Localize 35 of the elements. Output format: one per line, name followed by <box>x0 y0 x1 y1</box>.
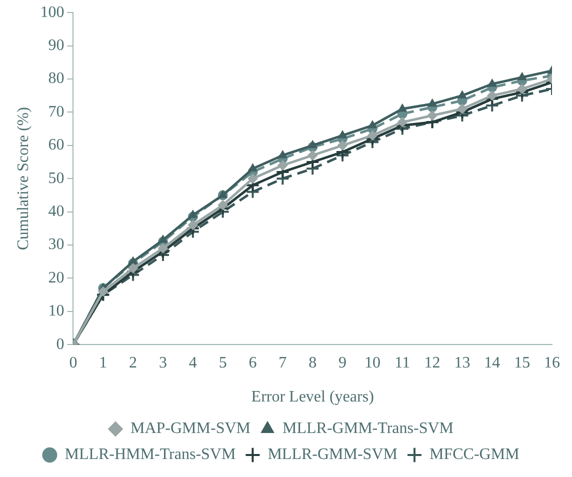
y-tick-label: 100 <box>40 4 64 21</box>
y-tick-label: 20 <box>48 269 64 286</box>
y-tick-label: 70 <box>48 103 64 120</box>
x-tick-label: 0 <box>69 354 78 372</box>
x-tick-label: 1 <box>99 354 108 372</box>
x-tick-label: 10 <box>364 354 380 372</box>
legend-label: MFCC-GMM <box>429 446 520 464</box>
x-tick-label: 2 <box>129 354 138 372</box>
x-tick-label: 14 <box>484 354 500 372</box>
y-tick-label: 30 <box>48 236 64 254</box>
legend-label: MAP-GMM-SVM <box>130 420 251 438</box>
x-tick-label: 9 <box>338 354 347 372</box>
x-tick-label: 7 <box>278 354 287 372</box>
legend-label: MLLR-GMM-SVM <box>268 446 398 464</box>
y-tick-label: 40 <box>48 203 64 220</box>
y-tick-label: 10 <box>48 302 64 320</box>
x-tick-label: 3 <box>158 354 167 372</box>
x-tick-label: 15 <box>514 354 530 372</box>
y-tick-label: 90 <box>48 37 64 54</box>
x-axis-title: Error Level (years) <box>251 388 374 406</box>
y-tick-label: 50 <box>48 170 64 187</box>
x-tick-label: 13 <box>454 354 470 372</box>
y-tick-label: 60 <box>48 136 64 154</box>
x-tick-label: 8 <box>308 354 317 372</box>
y-tick-label: 80 <box>48 70 64 88</box>
x-tick-label: 4 <box>188 354 197 372</box>
x-tick-label: 5 <box>218 354 227 372</box>
legend-label: MLLR-GMM-Trans-SVM <box>282 420 454 438</box>
x-tick-label: 11 <box>394 354 410 372</box>
legend-label: MLLR-HMM-Trans-SVM <box>64 446 236 464</box>
x-tick-label: 16 <box>544 354 560 372</box>
y-axis-title: Cumulative Score (%) <box>14 107 32 250</box>
x-tick-label: 12 <box>424 354 440 372</box>
y-tick-label: 0 <box>56 336 64 353</box>
x-tick-label: 6 <box>248 354 257 372</box>
